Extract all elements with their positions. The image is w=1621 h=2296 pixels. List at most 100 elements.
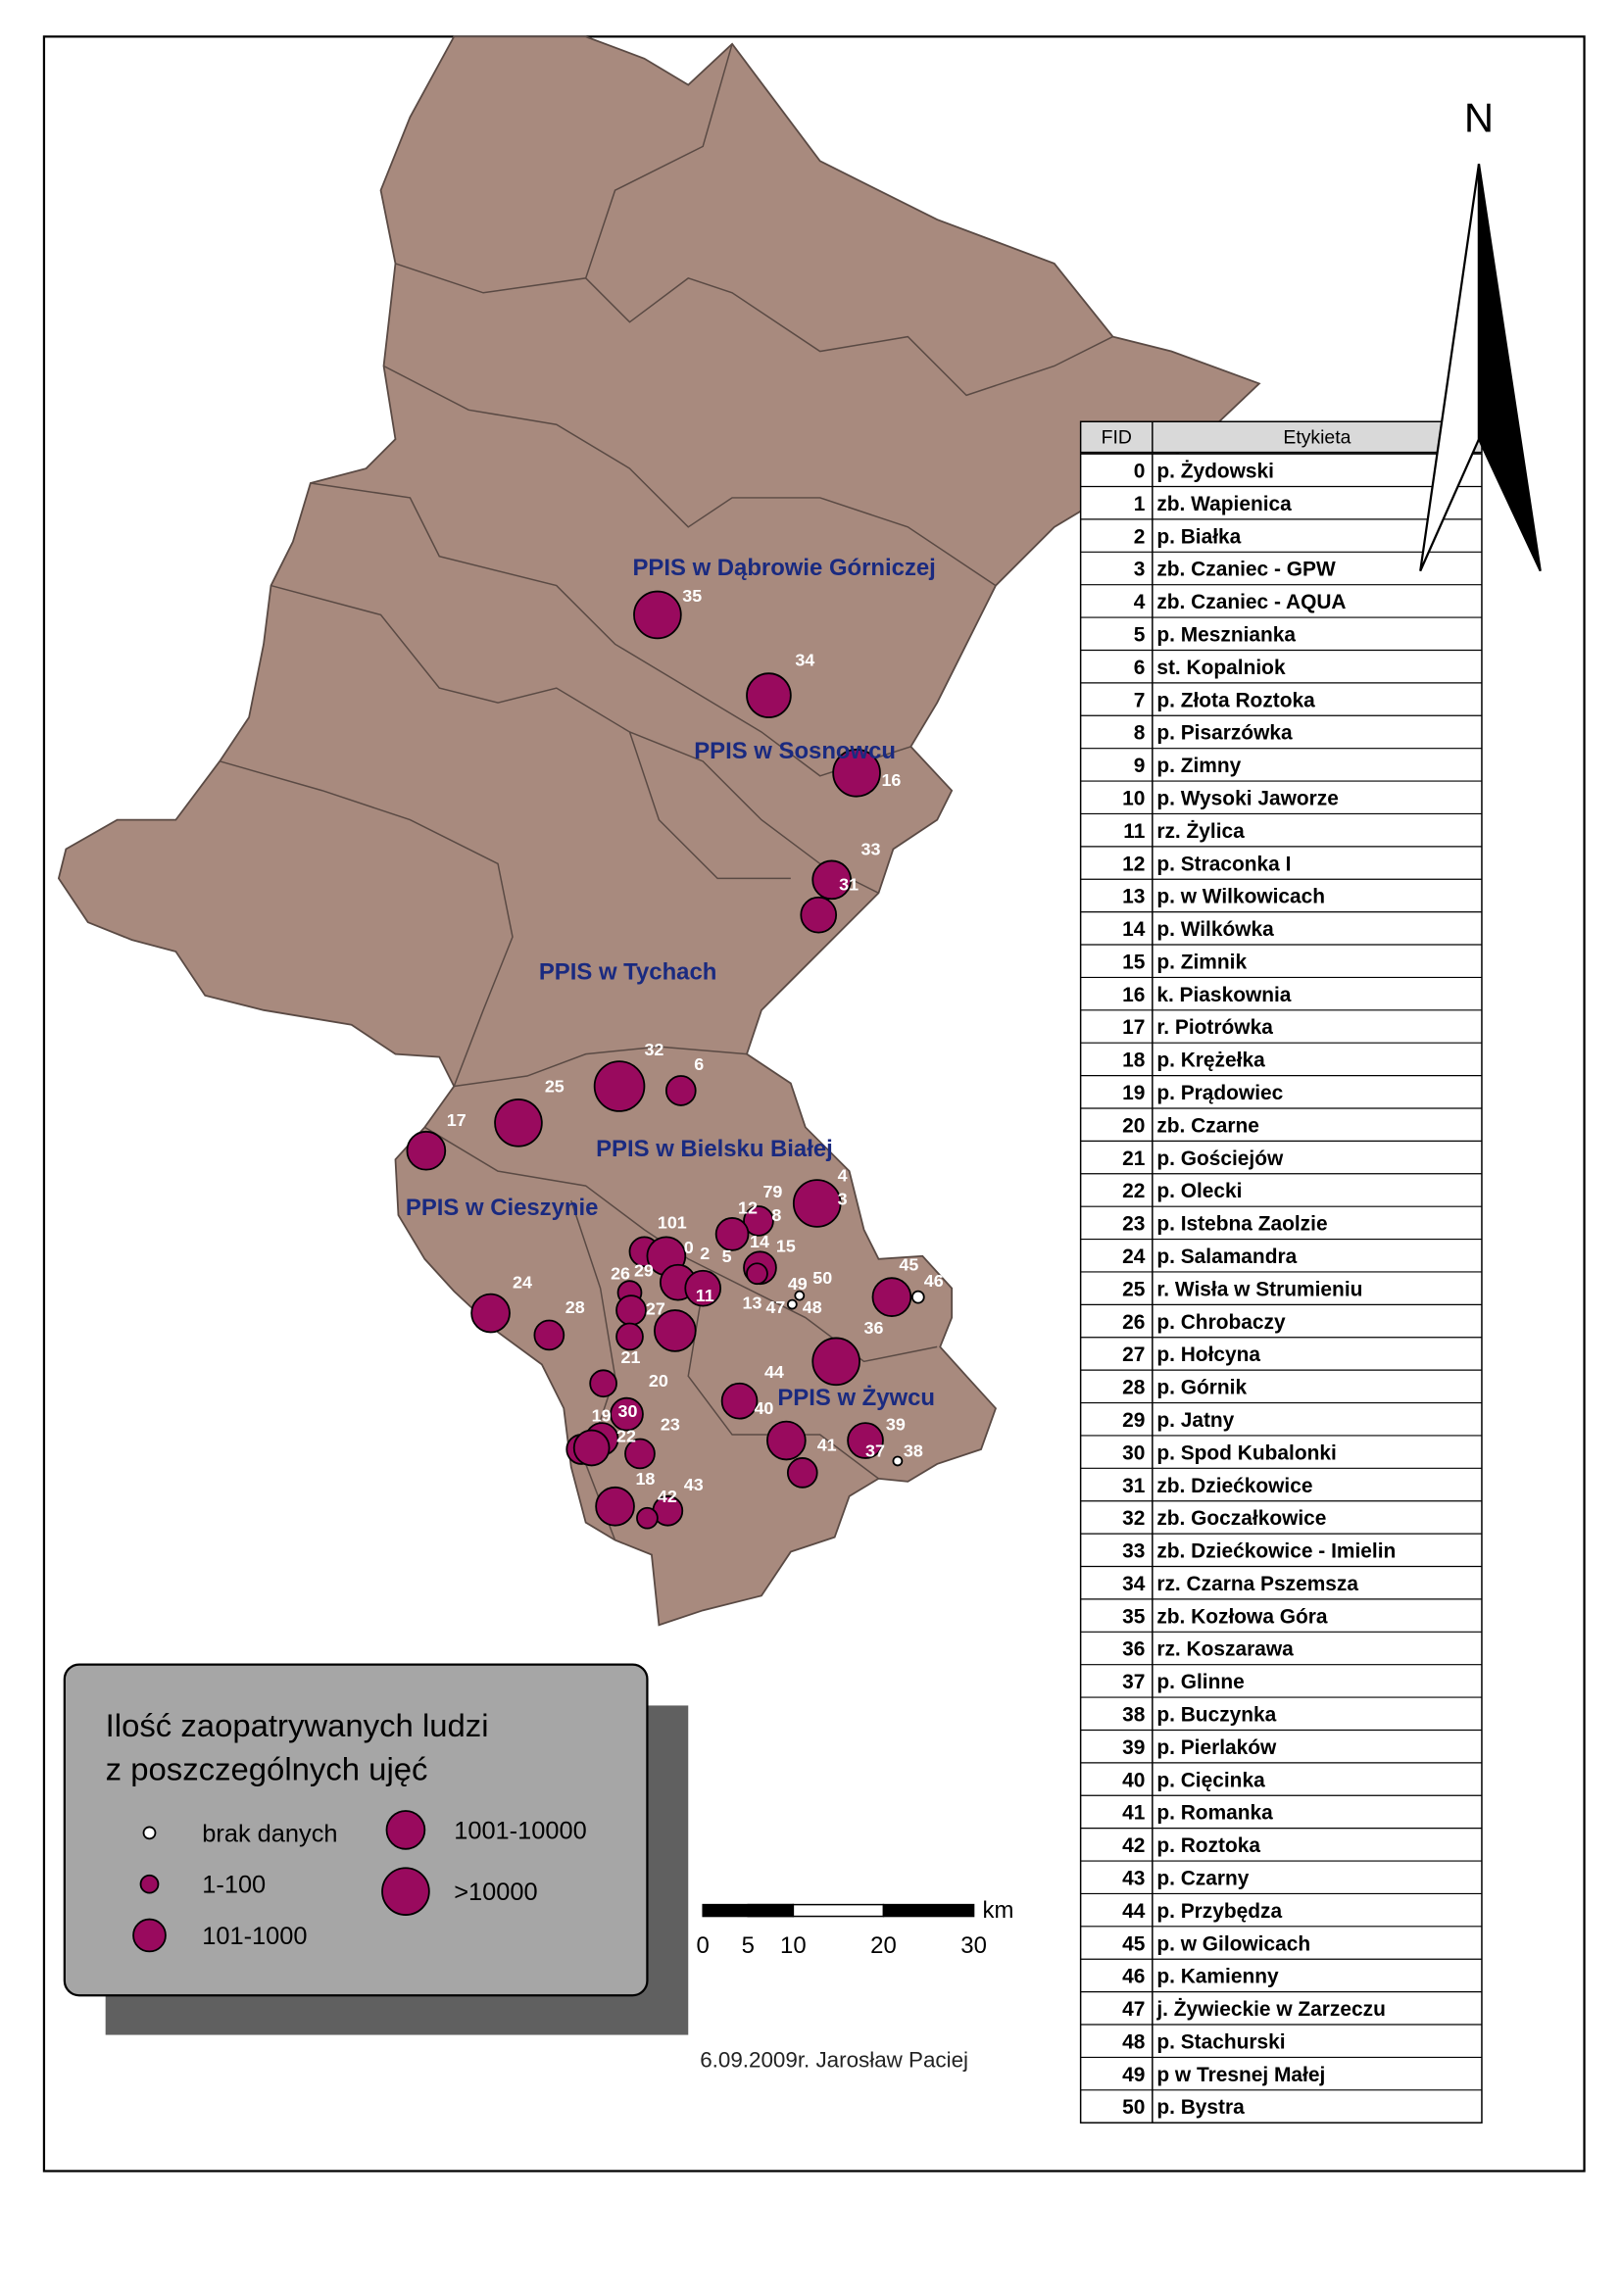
fid-cell: 32 [1122,1507,1145,1530]
label-cell: p. Gościejów [1156,1148,1284,1170]
fid-cell: 17 [1122,1016,1145,1039]
intake-circle [615,1295,647,1326]
fid-cell: 29 [1122,1409,1145,1432]
fid-cell: 30 [1122,1441,1145,1464]
label-cell: p. Spod Kubalonki [1156,1441,1337,1464]
border [628,731,791,880]
intake-number: 46 [924,1271,944,1291]
scale-tick-label: 0 [697,1932,710,1959]
fid-cell: 10 [1122,787,1145,809]
label-cell: p. Roztoka [1156,1834,1260,1857]
north-label: N [1464,94,1494,140]
label-cell: p. Złota Roztoka [1156,689,1315,711]
fid-cell: 35 [1122,1605,1146,1628]
label-cell: p. Żydowski [1156,461,1274,483]
intake-number: 22 [616,1427,636,1446]
intake-number: 32 [644,1040,663,1059]
intake-circle [892,1455,904,1467]
intake-circle [615,1322,644,1351]
label-cell: p. Prądowiec [1156,1082,1283,1104]
intake-circle [610,1396,644,1432]
label-cell: p. Pierlaków [1156,1736,1277,1759]
fid-cell: 12 [1122,853,1145,875]
intakes [406,590,925,1530]
intake-number: 38 [904,1441,923,1460]
fid-cell: 27 [1122,1343,1145,1366]
province-outline [57,35,1261,1627]
intake-circle [684,1269,722,1307]
intake-number: 23 [661,1415,680,1435]
intake-circle [633,590,682,640]
footer: 6.09.2009r. Jarosław Paciej [700,2047,968,2072]
fid-cell: 22 [1122,1180,1145,1202]
legend-label: >10000 [454,1879,537,1906]
label-cell: zb. Czaniec - AQUA [1156,591,1346,613]
label-cell: rz. Czarna Pszemsza [1156,1573,1358,1595]
label-cell: p. Kamienny [1156,1966,1279,1988]
label-cell: p. Istebna Zaolzie [1156,1213,1327,1236]
scale-tick-label: 30 [960,1932,987,1959]
fid-cell: 8 [1134,722,1146,745]
map-labels: PPIS w Dąbrowie Górniczej PPIS w Sosnowcu… [406,555,944,1506]
region-label: PPIS w Żywcu [777,1385,935,1411]
fid-cell: 45 [1122,1932,1146,1955]
intake-number: 35 [682,586,702,606]
fid-cell: 33 [1122,1540,1145,1563]
fid-cell: 28 [1122,1377,1145,1399]
label-cell: p. Salamandra [1156,1246,1297,1268]
intake-number: 31 [839,874,859,894]
fid-cell: 9 [1134,755,1146,777]
intake-number: 48 [803,1297,822,1317]
label-cell: k. Piaskownia [1156,984,1291,1006]
fid-cell: 24 [1122,1246,1146,1268]
fid-cell: 42 [1122,1834,1145,1857]
intake-circle [847,1422,884,1459]
legend-symbol [139,1874,160,1894]
intake-number: 47 [765,1297,785,1317]
intake-circle [746,1262,768,1286]
border [395,263,1113,397]
label-cell: p. Hołcyna [1156,1343,1260,1366]
fid-cell: 37 [1122,1671,1145,1693]
intake-circle [470,1293,511,1334]
fid-cell: 18 [1122,1050,1145,1072]
label-cell: p. Olecki [1156,1180,1242,1202]
intake-number: 24 [513,1273,532,1293]
legend-box [63,1663,649,1997]
scale-unit: km [983,1897,1014,1924]
intake-circle [714,1217,750,1251]
intake-number: 0 [684,1238,694,1257]
arrow-right [1477,164,1542,572]
fid-cell: 3 [1134,559,1146,581]
intake-number: 19 [592,1406,612,1426]
label-cell: zb. Kozłowa Góra [1156,1605,1328,1628]
intake-circle [664,1075,697,1106]
label-cell: p. Zimnik [1156,951,1247,973]
fid-cell: 7 [1134,689,1146,711]
label-cell: zb. Goczałkowice [1156,1507,1326,1530]
fid-cell: 49 [1122,2064,1145,2086]
intake-number: 15 [776,1236,796,1255]
intake-number: 27 [646,1299,665,1319]
intake-number: 26 [611,1264,630,1284]
scale-segment [792,1903,885,1918]
intake-number: 41 [817,1435,837,1454]
label-cell: r. Wisła w Strumieniu [1156,1278,1362,1300]
fid-cell: 47 [1122,1998,1145,2021]
fid-cell: 19 [1122,1082,1145,1104]
intake-number: 40 [754,1398,773,1418]
table: FID Etykieta 0 p. Żydowski 1 zb. Wapienica 2 p.… [1079,420,1483,2124]
intake-number: 42 [658,1487,677,1506]
label-cell: zb. Czaniec - GPW [1156,559,1336,581]
fid-cell: 38 [1122,1704,1145,1727]
scale-tick-label: 5 [742,1932,755,1959]
scale-tick-label: 20 [870,1932,897,1959]
label-cell: p. Białka [1156,525,1241,548]
intake-number: 43 [684,1475,704,1494]
label-cell: st. Kopalniok [1156,657,1286,679]
label-cell: p. w Wilkowicach [1156,886,1325,908]
legend-symbol [385,1810,426,1850]
intake-number: 79 [762,1182,782,1201]
fid-cell: 20 [1122,1114,1145,1137]
